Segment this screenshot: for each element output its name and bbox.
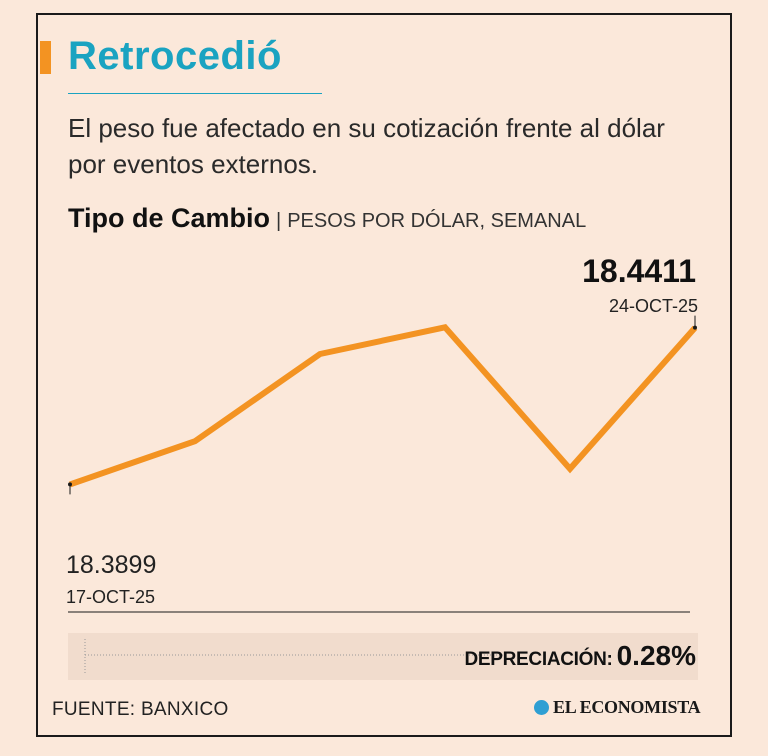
source-note: FUENTE: BANXICO: [52, 699, 229, 720]
start-point-marker: [68, 482, 72, 487]
title-underline: [68, 93, 322, 94]
end-date-label: 24-OCT-25: [609, 296, 698, 316]
exchange-rate-line: [69, 323, 698, 488]
end-value-label: 18.4411: [582, 253, 696, 289]
start-value-label: 18.3899: [66, 551, 156, 579]
chart-unit-label: PESOS POR DÓLAR, SEMANAL: [287, 210, 587, 232]
page-subtitle: El peso fue afectado en su cotización fr…: [68, 113, 665, 179]
chart-heading: Tipo de Cambio | PESOS POR DÓLAR, SEMANAL: [68, 203, 586, 234]
start-date-label: 17-OCT-25: [66, 587, 155, 607]
infographic-card: [36, 13, 732, 737]
title-accent-bar: [40, 41, 51, 74]
brand-logo: EL ECONOMISTA: [534, 697, 701, 718]
el-economista-logo-icon: [534, 700, 549, 715]
depreciation-value: 0.28%: [616, 640, 696, 671]
depreciation-summary: DEPRECIACIÓN: 0.28%: [464, 640, 696, 672]
page-title: Retrocedió: [68, 34, 282, 78]
brand-name: EL ECONOMISTA: [553, 697, 701, 717]
depreciation-label: DEPRECIACIÓN:: [464, 649, 613, 670]
chart-heading-separator: |: [276, 210, 282, 232]
end-point-marker: [693, 325, 697, 330]
chart-title: Tipo de Cambio: [68, 203, 271, 233]
summary-band: [68, 633, 698, 680]
